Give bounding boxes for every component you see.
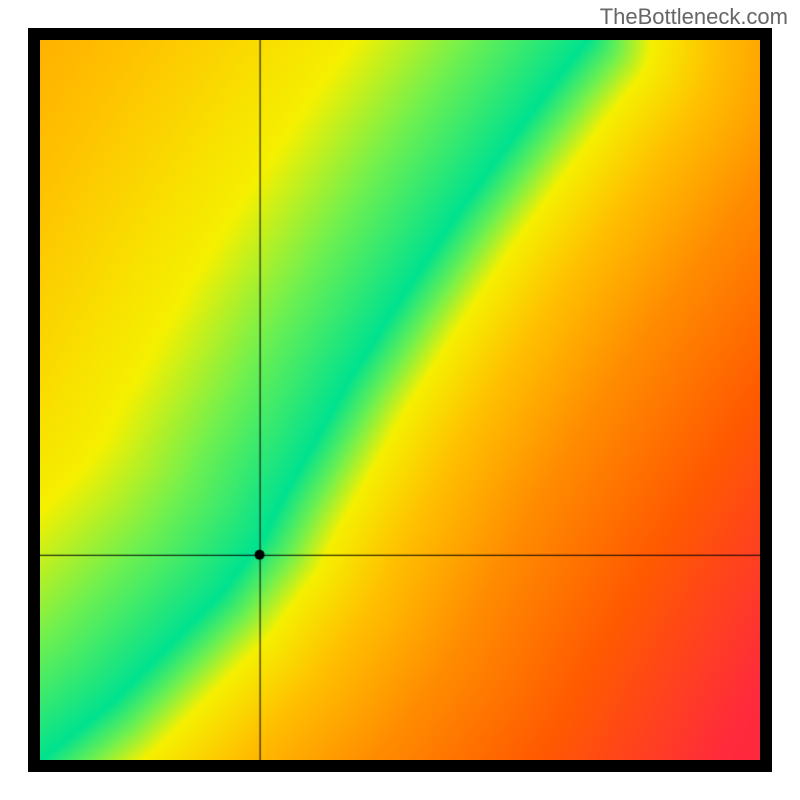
watermark-text: TheBottleneck.com bbox=[600, 4, 788, 30]
crosshair-overlay bbox=[40, 40, 760, 760]
